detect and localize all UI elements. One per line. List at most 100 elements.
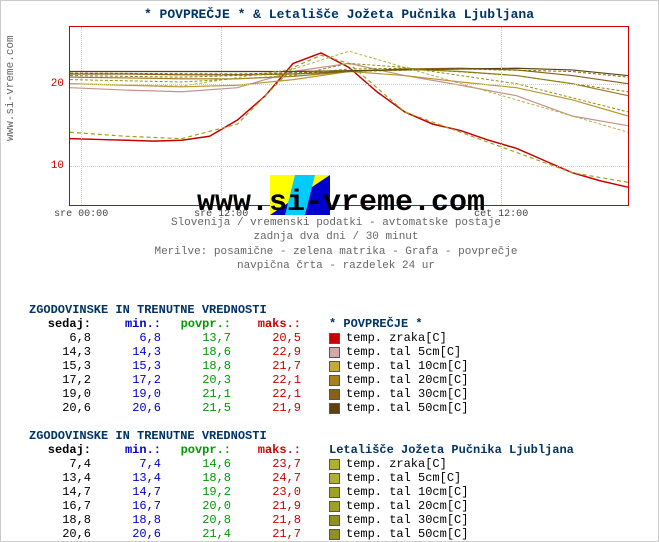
legend-swatch — [329, 529, 340, 540]
subcaption-line: navpična črta - razdelek 24 ur — [41, 259, 631, 273]
cell: 18,8 — [99, 513, 169, 527]
cell: 13,4 — [29, 471, 99, 485]
table-header-row: sedaj:min.:povpr.:maks.:Letališče Jožeta… — [29, 443, 649, 457]
cell: 20,5 — [239, 331, 309, 345]
legend-item: temp. tal 10cm[C] — [329, 485, 649, 499]
legend-swatch — [329, 403, 340, 414]
legend-item: temp. tal 30cm[C] — [329, 387, 649, 401]
legend-item: temp. tal 5cm[C] — [329, 345, 649, 359]
legend-item: temp. tal 5cm[C] — [329, 471, 649, 485]
legend-swatch — [329, 375, 340, 386]
cell: 19,2 — [169, 485, 239, 499]
cell: 22,1 — [239, 387, 309, 401]
legend-item: temp. tal 30cm[C] — [329, 513, 649, 527]
cell: 14,3 — [29, 345, 99, 359]
table-title: ZGODOVINSKE IN TRENUTNE VREDNOSTI — [29, 303, 649, 317]
legend-swatch — [329, 389, 340, 400]
cell: 21,5 — [169, 401, 239, 415]
cell: 18,8 — [169, 471, 239, 485]
cell: 21,8 — [239, 513, 309, 527]
chart-plot: 1020sre 00:00sre 12:00čet 12:00 — [69, 26, 629, 206]
table-row: 20,620,621,421,7temp. tal 50cm[C] — [29, 527, 649, 541]
legend-item: temp. tal 20cm[C] — [329, 499, 649, 513]
legend-swatch — [329, 347, 340, 358]
col-header: maks.: — [239, 317, 309, 331]
legend-label: temp. tal 20cm[C] — [346, 373, 468, 387]
data-tables: ZGODOVINSKE IN TRENUTNE VREDNOSTIsedaj:m… — [29, 297, 649, 541]
legend-item: temp. tal 20cm[C] — [329, 373, 649, 387]
legend-swatch — [329, 515, 340, 526]
cell: 22,1 — [239, 373, 309, 387]
col-header: maks.: — [239, 443, 309, 457]
table-row: 19,019,021,122,1temp. tal 30cm[C] — [29, 387, 649, 401]
table-row: 7,47,414,623,7temp. zraka[C] — [29, 457, 649, 471]
cell: 18,6 — [169, 345, 239, 359]
cell: 18,8 — [169, 359, 239, 373]
chart-title: * POVPREČJE * & Letališče Jožeta Pučnika… — [29, 7, 649, 22]
legend-label: temp. tal 30cm[C] — [346, 387, 468, 401]
cell: 21,9 — [239, 499, 309, 513]
cell: 17,2 — [99, 373, 169, 387]
col-header: min.: — [99, 443, 169, 457]
cell: 18,8 — [29, 513, 99, 527]
col-header: povpr.: — [169, 443, 239, 457]
legend-label: temp. tal 50cm[C] — [346, 527, 468, 541]
ytick-label: 20 — [51, 78, 64, 90]
legend-label: temp. tal 50cm[C] — [346, 401, 468, 415]
cell: 20,6 — [99, 527, 169, 541]
legend-label: temp. tal 30cm[C] — [346, 513, 468, 527]
cell: 22,9 — [239, 345, 309, 359]
legend-item: temp. zraka[C] — [329, 331, 649, 345]
table-row: 20,620,621,521,9temp. tal 50cm[C] — [29, 401, 649, 415]
chart-center-icon — [270, 175, 330, 215]
table-row: 14,714,719,223,0temp. tal 10cm[C] — [29, 485, 649, 499]
cell: 13,4 — [99, 471, 169, 485]
legend-label: temp. tal 5cm[C] — [346, 345, 461, 359]
cell: 14,6 — [169, 457, 239, 471]
col-header: povpr.: — [169, 317, 239, 331]
legend-label: temp. tal 10cm[C] — [346, 485, 468, 499]
legend-swatch — [329, 473, 340, 484]
subcaption-line: Slovenija / vremenski podatki - avtomats… — [41, 216, 631, 230]
chart-svg — [70, 27, 628, 205]
cell: 13,7 — [169, 331, 239, 345]
cell: 7,4 — [99, 457, 169, 471]
cell: 20,6 — [99, 401, 169, 415]
cell: 19,0 — [99, 387, 169, 401]
cell: 20,6 — [29, 401, 99, 415]
legend-label: temp. tal 5cm[C] — [346, 471, 461, 485]
legend-label: temp. tal 20cm[C] — [346, 499, 468, 513]
col-header: min.: — [99, 317, 169, 331]
cell: 19,0 — [29, 387, 99, 401]
legend-title: Letališče Jožeta Pučnika Ljubljana — [329, 443, 649, 457]
legend-label: temp. zraka[C] — [346, 457, 447, 471]
subcaption-line: zadnja dva dni / 30 minut — [41, 230, 631, 244]
cell: 23,7 — [239, 457, 309, 471]
table-row: 17,217,220,322,1temp. tal 20cm[C] — [29, 373, 649, 387]
chart-subcaption: Slovenija / vremenski podatki - avtomats… — [41, 216, 631, 273]
cell: 14,7 — [99, 485, 169, 499]
col-header: sedaj: — [29, 317, 99, 331]
table-row: 13,413,418,824,7temp. tal 5cm[C] — [29, 471, 649, 485]
legend-item: temp. zraka[C] — [329, 457, 649, 471]
legend-label: temp. zraka[C] — [346, 331, 447, 345]
legend-swatch — [329, 333, 340, 344]
chart-area: * POVPREČJE * & Letališče Jožeta Pučnika… — [29, 7, 649, 206]
cell: 21,7 — [239, 527, 309, 541]
cell: 6,8 — [29, 331, 99, 345]
site-url-vertical: www.si-vreme.com — [5, 35, 17, 141]
legend-swatch — [329, 501, 340, 512]
cell: 17,2 — [29, 373, 99, 387]
cell: 6,8 — [99, 331, 169, 345]
legend-swatch — [329, 487, 340, 498]
table-row: 15,315,318,821,7temp. tal 10cm[C] — [29, 359, 649, 373]
cell: 21,9 — [239, 401, 309, 415]
cell: 14,7 — [29, 485, 99, 499]
cell: 15,3 — [29, 359, 99, 373]
cell: 20,8 — [169, 513, 239, 527]
cell: 21,4 — [169, 527, 239, 541]
cell: 14,3 — [99, 345, 169, 359]
legend-label: temp. tal 10cm[C] — [346, 359, 468, 373]
cell: 21,7 — [239, 359, 309, 373]
cell: 20,6 — [29, 527, 99, 541]
